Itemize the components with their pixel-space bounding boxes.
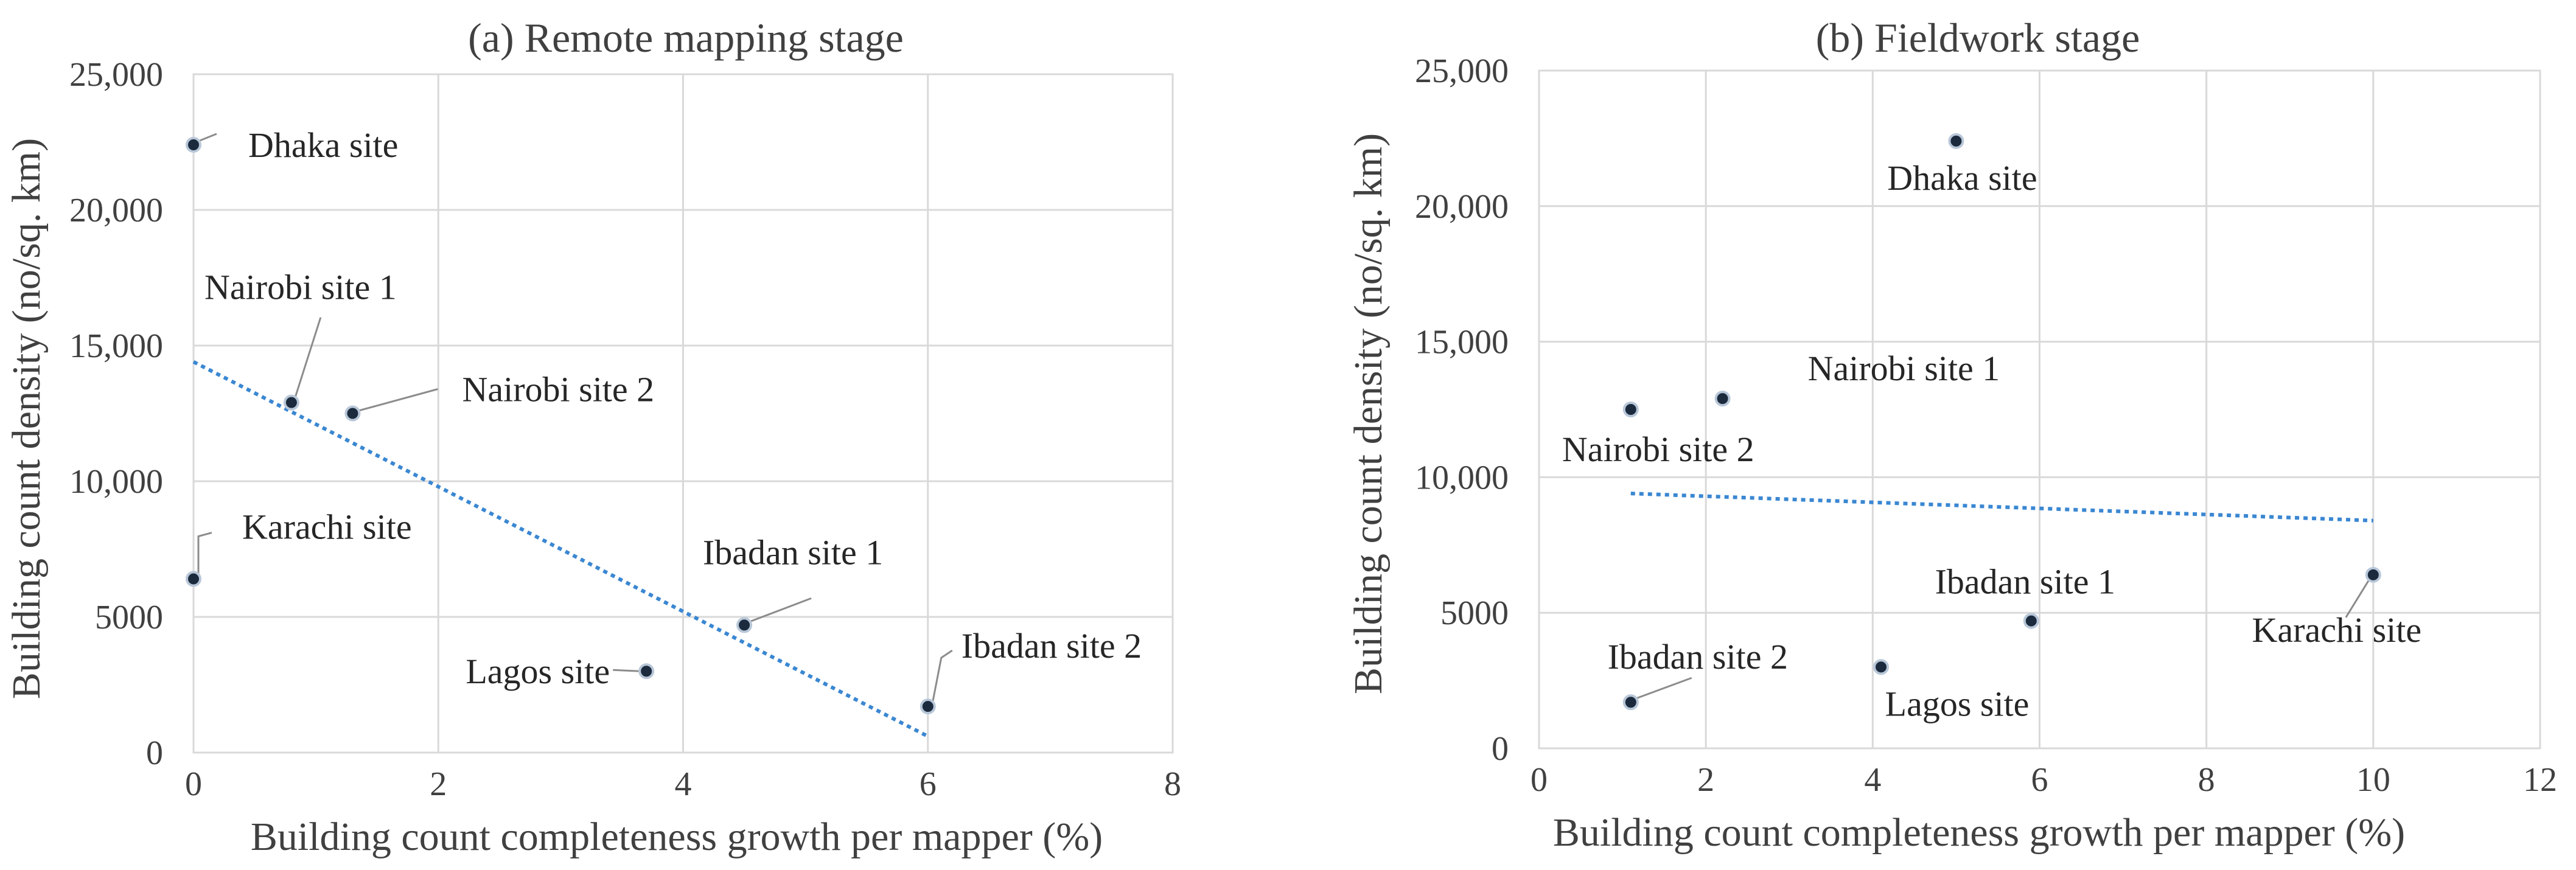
data-point (2023, 613, 2039, 629)
data-point-label: Karachi site (2252, 610, 2422, 650)
y-tick-label: 20,000 (1415, 188, 1509, 226)
x-tick-label: 12 (2523, 761, 2557, 799)
y-tick-label: 0 (146, 734, 163, 772)
x-tick-label: 6 (920, 765, 937, 803)
data-point (1948, 133, 1964, 149)
data-point (1622, 402, 1639, 417)
y-tick-label: 20,000 (69, 192, 163, 229)
label-leader-line (294, 317, 322, 398)
data-point-label: Dhaka site (248, 125, 398, 165)
x-tick-label: 2 (1697, 761, 1714, 799)
x-tick-label: 4 (675, 765, 692, 803)
chart-panel-a: Dhaka site Nairobi site 1 Nairobi site 2 Ka… (4, 15, 1181, 859)
x-axis-label: Building count completeness growth per m… (251, 815, 1103, 859)
data-point-label: Nairobi site 1 (1808, 349, 2000, 388)
data-point-label: Lagos site (1885, 684, 2030, 723)
data-point (638, 663, 655, 680)
data-point-label: Ibadan site 1 (1935, 562, 2115, 602)
x-tick-label: 10 (2356, 761, 2390, 799)
y-tick-label: 15,000 (69, 327, 163, 365)
chart-title: (b) Fieldwork stage (1816, 15, 2140, 61)
label-leader-line (750, 597, 812, 622)
data-point-label: Dhaka site (1887, 158, 2037, 198)
data-point (736, 617, 753, 633)
data-point-label: Ibadan site 2 (1608, 637, 1788, 677)
label-leader-line (357, 388, 438, 412)
x-tick-label: 8 (1164, 765, 1181, 803)
y-axis-label: Building count density (no/sq. km) (1346, 133, 1391, 694)
y-tick-label: 5000 (1440, 594, 1509, 632)
label-leader-line (932, 649, 953, 702)
data-point-label: Nairobi site 2 (462, 370, 654, 409)
x-tick-label: 8 (2198, 761, 2215, 799)
data-point-label: Ibadan site 1 (703, 532, 883, 572)
chart-panel-b: Dhaka site Nairobi site 1 Nairobi site 2 Ib… (1346, 15, 2557, 855)
label-leader-line (197, 532, 212, 574)
y-tick-label: 15,000 (1415, 324, 1509, 361)
chart-title: (a) Remote mapping stage (468, 15, 904, 61)
data-point (1714, 391, 1731, 407)
y-tick-label: 25,000 (1415, 52, 1509, 90)
x-tick-label: 0 (185, 765, 202, 803)
data-point (920, 698, 936, 715)
x-tick-label: 6 (2031, 761, 2048, 799)
data-point (1622, 694, 1639, 711)
label-leader-line (1635, 677, 1692, 700)
data-point (2365, 566, 2381, 583)
x-axis-label: Building count completeness growth per m… (1553, 810, 2405, 855)
y-tick-label: 0 (1492, 730, 1509, 768)
x-tick-label: 2 (430, 765, 447, 803)
data-point (283, 394, 299, 411)
data-point (186, 571, 201, 587)
label-leader-line (2345, 580, 2370, 618)
y-tick-label: 25,000 (69, 56, 163, 94)
data-point-label: Karachi site (242, 507, 412, 547)
data-point (186, 136, 201, 153)
y-axis-label: Building count density (no/sq. km) (4, 138, 49, 699)
data-point (1873, 659, 1890, 675)
label-leader-line (198, 133, 217, 142)
x-tick-label: 4 (1864, 761, 1881, 799)
data-point-label: Nairobi site 2 (1562, 430, 1754, 469)
data-point-label: Nairobi site 1 (204, 268, 397, 307)
y-tick-label: 10,000 (1415, 459, 1509, 496)
y-tick-label: 10,000 (69, 463, 163, 501)
trend-line (192, 360, 929, 738)
data-point-label: Lagos site (466, 652, 610, 691)
x-tick-label: 0 (1531, 761, 1548, 799)
y-tick-label: 5000 (95, 599, 163, 636)
data-point (344, 405, 361, 422)
data-point-label: Ibadan site 2 (962, 626, 1142, 666)
label-leader-line (613, 669, 641, 672)
